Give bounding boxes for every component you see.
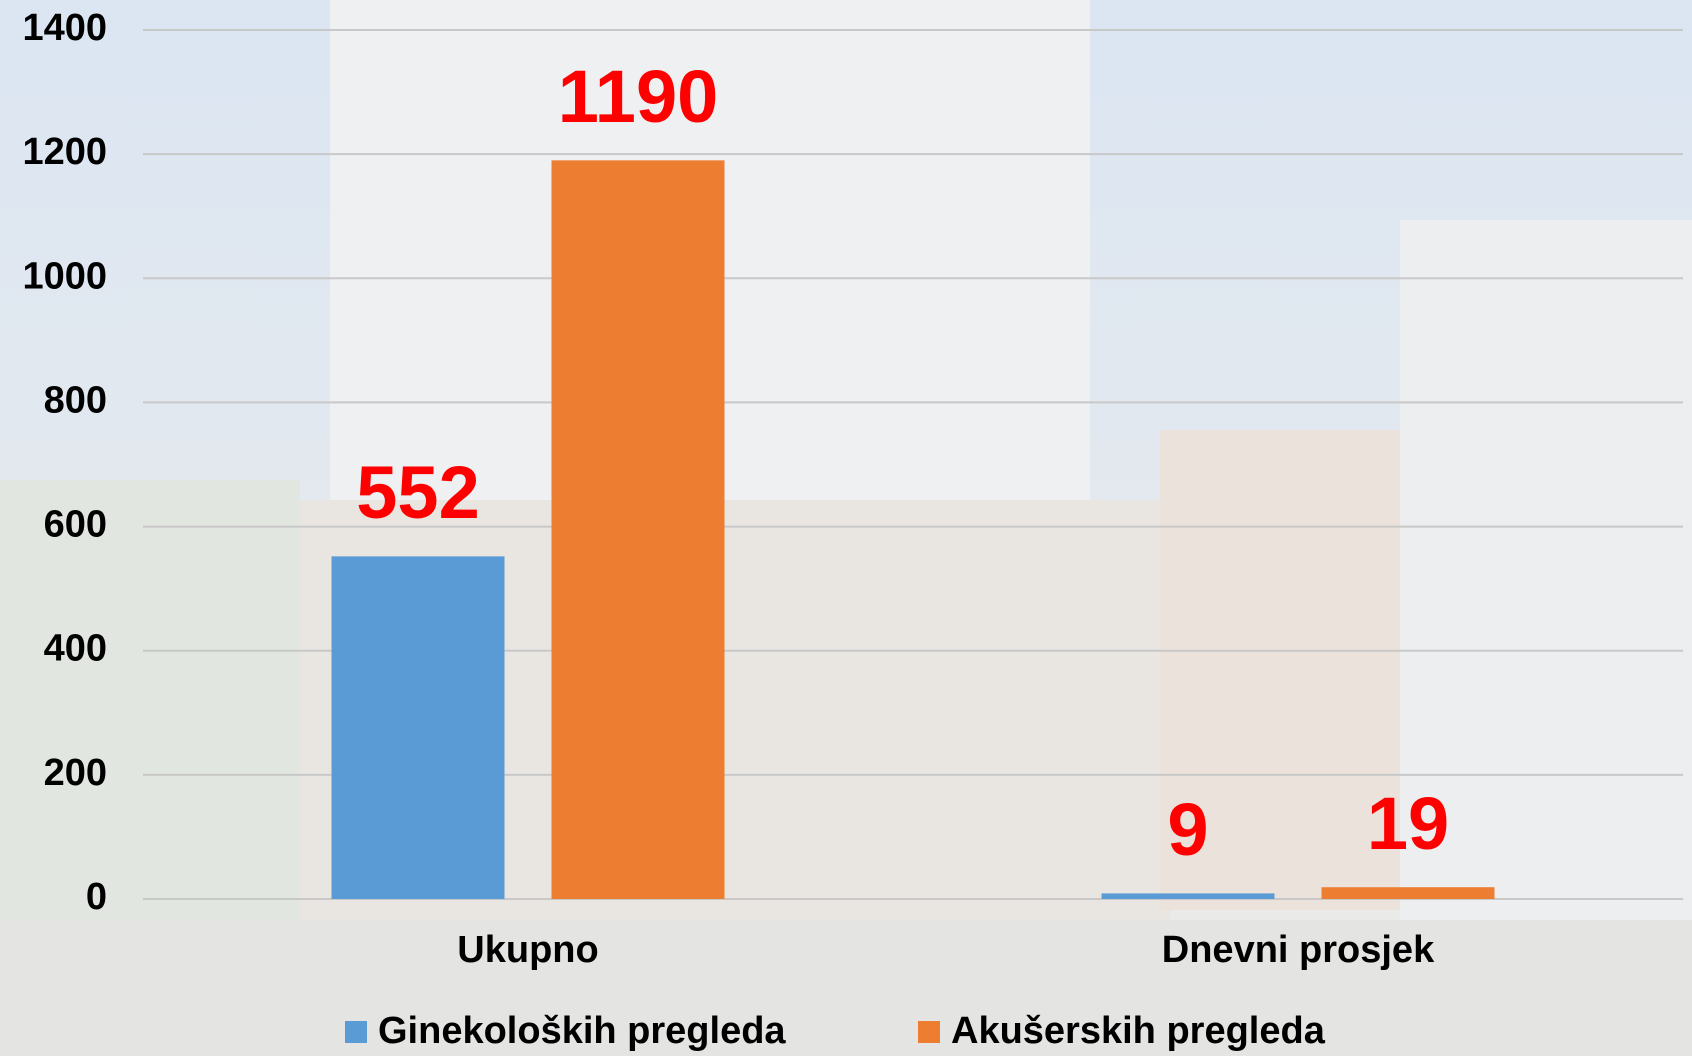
- legend-swatch: [345, 1021, 367, 1043]
- y-tick-label: 1000: [22, 255, 107, 297]
- legend-swatch: [918, 1021, 940, 1043]
- y-tick-label: 800: [44, 379, 107, 421]
- value-label: 552: [356, 451, 479, 534]
- y-tick-label: 1200: [22, 131, 107, 173]
- y-tick-label: 0: [86, 876, 107, 918]
- value-label: 9: [1167, 788, 1208, 871]
- bar: [1322, 887, 1495, 899]
- y-tick-label: 1400: [22, 7, 107, 49]
- y-tick-label: 200: [44, 752, 107, 794]
- chart: 0 200 400 600 800 1000 1200 1400 Ukupno 552 1190 Dn…: [0, 0, 1692, 1056]
- legend-label: Ginekoloških pregleda: [378, 1010, 786, 1052]
- bar: [552, 160, 725, 899]
- y-tick-label: 600: [44, 504, 107, 546]
- x-tick-label: Dnevni prosjek: [1162, 929, 1435, 971]
- y-tick-label: 400: [44, 628, 107, 670]
- value-label: 1190: [558, 55, 719, 138]
- x-tick-label: Ukupno: [457, 929, 598, 971]
- bar: [332, 556, 505, 899]
- value-label: 19: [1367, 782, 1449, 865]
- bar: [1102, 893, 1275, 899]
- legend-label: Akušerskih pregleda: [951, 1010, 1326, 1052]
